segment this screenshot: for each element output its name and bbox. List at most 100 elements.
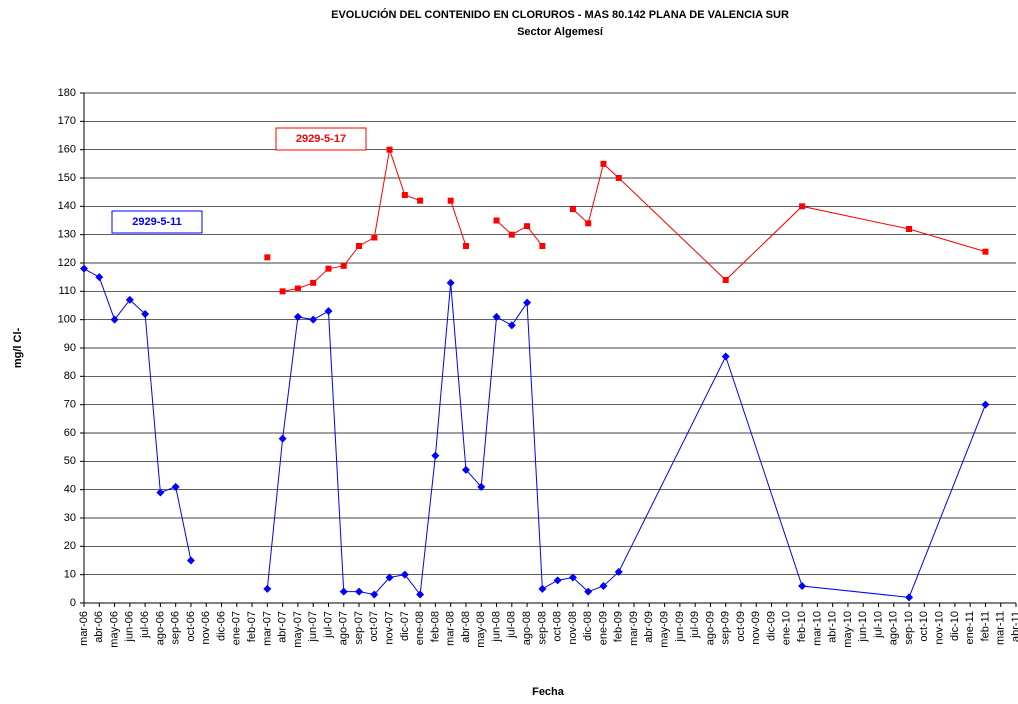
marker (507, 321, 516, 330)
marker (799, 203, 806, 210)
x-tick-label: ene-08 (414, 611, 426, 645)
x-tick-label: may-09 (658, 611, 670, 648)
marker (400, 570, 409, 579)
marker (141, 310, 150, 318)
marker (568, 573, 577, 582)
series-line (83, 268, 192, 561)
y-tick-label: 70 (64, 399, 76, 411)
marker (278, 434, 287, 443)
x-tick-label: ene-10 (781, 611, 793, 645)
marker (431, 451, 440, 460)
marker (599, 582, 608, 590)
marker (324, 307, 333, 316)
marker (493, 217, 500, 224)
y-tick-label: 180 (58, 87, 76, 99)
x-tick-label: abr-10 (827, 611, 839, 643)
x-tick-label: jul-06 (139, 611, 151, 639)
marker (553, 576, 562, 585)
x-tick-label: jul-10 (872, 611, 884, 639)
marker (721, 352, 730, 361)
x-tick-label: oct-08 (552, 611, 564, 642)
x-tick-label: oct-06 (185, 611, 197, 642)
x-tick-label: abr-06 (93, 611, 105, 643)
marker (523, 298, 532, 307)
x-tick-label: oct-09 (735, 611, 747, 642)
marker (492, 312, 501, 321)
x-tick-label: sep-09 (720, 611, 732, 645)
marker (355, 587, 364, 596)
legend-label: 2929-5-11 (132, 216, 182, 228)
marker (340, 262, 347, 269)
x-tick-label: jul-09 (689, 611, 701, 639)
marker (80, 264, 88, 273)
x-tick-label: feb-09 (613, 611, 625, 642)
marker (264, 254, 271, 261)
x-tick-label: oct-10 (918, 611, 930, 642)
x-tick-label: sep-07 (353, 611, 365, 645)
x-tick-label: sep-08 (536, 611, 548, 645)
x-tick-label: dic-08 (582, 611, 594, 641)
x-tick-label: ago-06 (154, 611, 166, 645)
y-tick-label: 130 (58, 229, 76, 241)
marker (447, 197, 454, 204)
x-tick-label: feb-10 (796, 611, 808, 642)
y-tick-label: 100 (58, 314, 76, 326)
x-axis-label: Fecha (532, 686, 565, 698)
x-tick-label: may-08 (475, 611, 487, 648)
marker (279, 288, 286, 295)
marker (906, 226, 913, 232)
y-tick-label: 140 (58, 200, 76, 212)
marker (905, 593, 914, 602)
chart-title: EVOLUCIÓN DEL CONTENIDO EN CLORUROS - MA… (331, 8, 789, 21)
x-tick-label: dic-10 (949, 611, 961, 641)
x-tick-label: oct-07 (368, 611, 380, 642)
marker (325, 265, 332, 272)
chart-subtitle: Sector Algemesí (517, 26, 604, 38)
x-tick-label: may-07 (292, 611, 304, 648)
x-tick-label: jun-06 (124, 611, 136, 643)
marker (615, 175, 622, 181)
marker (370, 590, 379, 599)
x-tick-label: mar-08 (445, 611, 457, 646)
x-tick-label: abr-09 (643, 611, 655, 643)
legend-label: 2929-5-17 (296, 133, 346, 145)
x-tick-label: may-06 (108, 611, 120, 648)
x-tick-label: may-10 (842, 611, 854, 648)
marker (600, 160, 607, 167)
marker (309, 315, 318, 324)
marker (585, 220, 592, 227)
x-tick-label: abr-11 (1010, 611, 1018, 642)
marker (385, 573, 394, 582)
x-tick-label: abr-07 (277, 611, 289, 643)
x-tick-label: dic-07 (399, 611, 411, 641)
series-line (266, 282, 986, 598)
y-tick-label: 30 (64, 512, 76, 524)
x-tick-label: ene-11 (964, 611, 976, 644)
marker (798, 582, 807, 590)
x-tick-label: feb-08 (429, 611, 441, 642)
y-tick-label: 20 (64, 540, 76, 552)
x-tick-label: dic-09 (765, 611, 777, 641)
marker (293, 312, 302, 321)
marker (417, 197, 424, 204)
y-tick-label: 120 (58, 257, 76, 269)
x-tick-label: jun-07 (307, 611, 319, 643)
x-tick-label: nov-06 (200, 611, 212, 645)
marker (538, 584, 547, 593)
marker (110, 315, 119, 324)
marker (95, 273, 104, 282)
marker (446, 278, 455, 287)
x-tick-label: abr-08 (460, 611, 472, 643)
y-tick-label: 150 (58, 172, 76, 184)
marker (339, 587, 348, 596)
y-tick-label: 50 (64, 455, 76, 467)
series-line (572, 162, 986, 281)
x-tick-label: nov-10 (934, 611, 946, 645)
x-tick-label: ene-09 (597, 611, 609, 645)
legend-box (111, 210, 203, 234)
marker (263, 584, 272, 593)
x-tick-label: ene-07 (231, 611, 243, 645)
marker (125, 295, 134, 304)
x-tick-label: sep-06 (170, 611, 182, 645)
